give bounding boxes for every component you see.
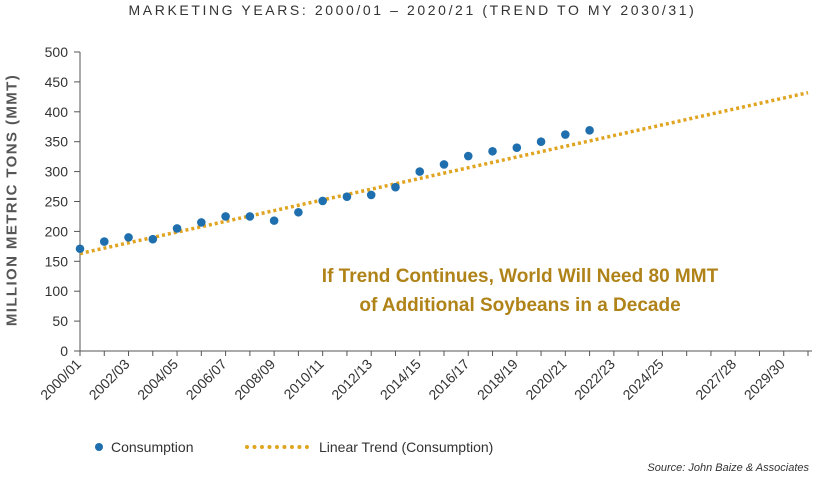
- y-tick-label: 350: [45, 134, 69, 150]
- data-point: [124, 233, 133, 242]
- data-point: [75, 244, 85, 254]
- data-point: [463, 151, 473, 161]
- data-point: [439, 160, 449, 169]
- y-tick-label: 150: [45, 253, 69, 269]
- axes: 0 50 100 150 200 250 300 350 400 450 500: [45, 44, 812, 359]
- x-tick-label: 2024/25: [619, 356, 666, 403]
- chart-subtitle: MARKETING YEARS: 2000/01 – 2020/21 (TREN…: [128, 2, 697, 18]
- y-tick-label: 250: [45, 194, 69, 210]
- legend-consumption-label: Consumption: [111, 439, 194, 455]
- x-tick-label: 2018/19: [474, 356, 521, 403]
- data-point: [415, 167, 425, 176]
- annotation-line-1: If Trend Continues, World Will Need 80 M…: [321, 266, 719, 287]
- data-point: [585, 126, 594, 135]
- y-tick-label: 400: [45, 104, 69, 120]
- x-tick-label: 2008/09: [231, 356, 278, 403]
- trend-layer: [79, 90, 809, 256]
- y-tick-label: 200: [45, 223, 69, 239]
- x-tick-label: 2027/28: [692, 356, 739, 403]
- legend-trend: Linear Trend (Consumption): [245, 439, 493, 455]
- data-point: [148, 234, 158, 244]
- data-point: [245, 212, 255, 221]
- annotation-line-2: of Additional Soybeans in a Decade: [359, 295, 681, 316]
- x-tick-label: 2022/23: [571, 356, 618, 403]
- y-axis-label: MILLION METRIC TONS (MMT): [3, 73, 21, 327]
- y-tick-label: 0: [60, 343, 68, 359]
- x-tick-label: 2029/30: [741, 356, 788, 403]
- trend-annotation: If Trend Continues, World Will Need 80 M…: [300, 262, 740, 320]
- data-point: [366, 190, 376, 200]
- data-point: [391, 182, 400, 192]
- data-point: [99, 237, 109, 246]
- data-point: [318, 196, 327, 206]
- y-tick-label: 500: [45, 44, 69, 60]
- legend-trend-marker: [245, 445, 309, 449]
- x-tick-label: 2002/03: [86, 356, 133, 403]
- x-tick-label: 2004/05: [134, 356, 181, 403]
- y-tick-label: 50: [52, 313, 68, 329]
- x-tick-labels: 2000/01 2002/03 2004/05 2006/07 2008/09 2010/…: [37, 356, 788, 403]
- x-tick-label: 2000/01: [37, 356, 84, 403]
- x-tick-label: 2020/21: [522, 356, 569, 403]
- source-note: Source: John Baize & Associates: [647, 462, 809, 474]
- trend-line: [79, 90, 809, 256]
- x-tick-label: 2010/11: [280, 356, 327, 403]
- x-tick-label: 2006/07: [183, 356, 230, 403]
- legend-trend-label: Linear Trend (Consumption): [319, 439, 494, 455]
- data-point: [197, 218, 206, 227]
- data-point: [561, 130, 570, 139]
- data-point: [294, 207, 303, 217]
- x-tick-label: 2016/17: [425, 356, 472, 403]
- x-tick-label: 2014/15: [377, 356, 424, 403]
- legend-consumption-marker: [95, 443, 103, 451]
- data-point: [269, 216, 279, 225]
- data-point: [488, 146, 497, 156]
- data-point: [512, 143, 522, 152]
- data-point: [536, 137, 546, 146]
- data-point: [342, 192, 352, 202]
- data-point: [172, 224, 182, 233]
- y-tick-label: 100: [45, 283, 69, 299]
- y-tick-label: 300: [45, 164, 69, 180]
- legend-consumption: Consumption: [95, 439, 194, 455]
- x-tick-label: 2012/13: [328, 356, 375, 403]
- y-tick-label: 450: [45, 74, 69, 90]
- points-layer: [75, 126, 594, 254]
- data-point: [221, 212, 230, 221]
